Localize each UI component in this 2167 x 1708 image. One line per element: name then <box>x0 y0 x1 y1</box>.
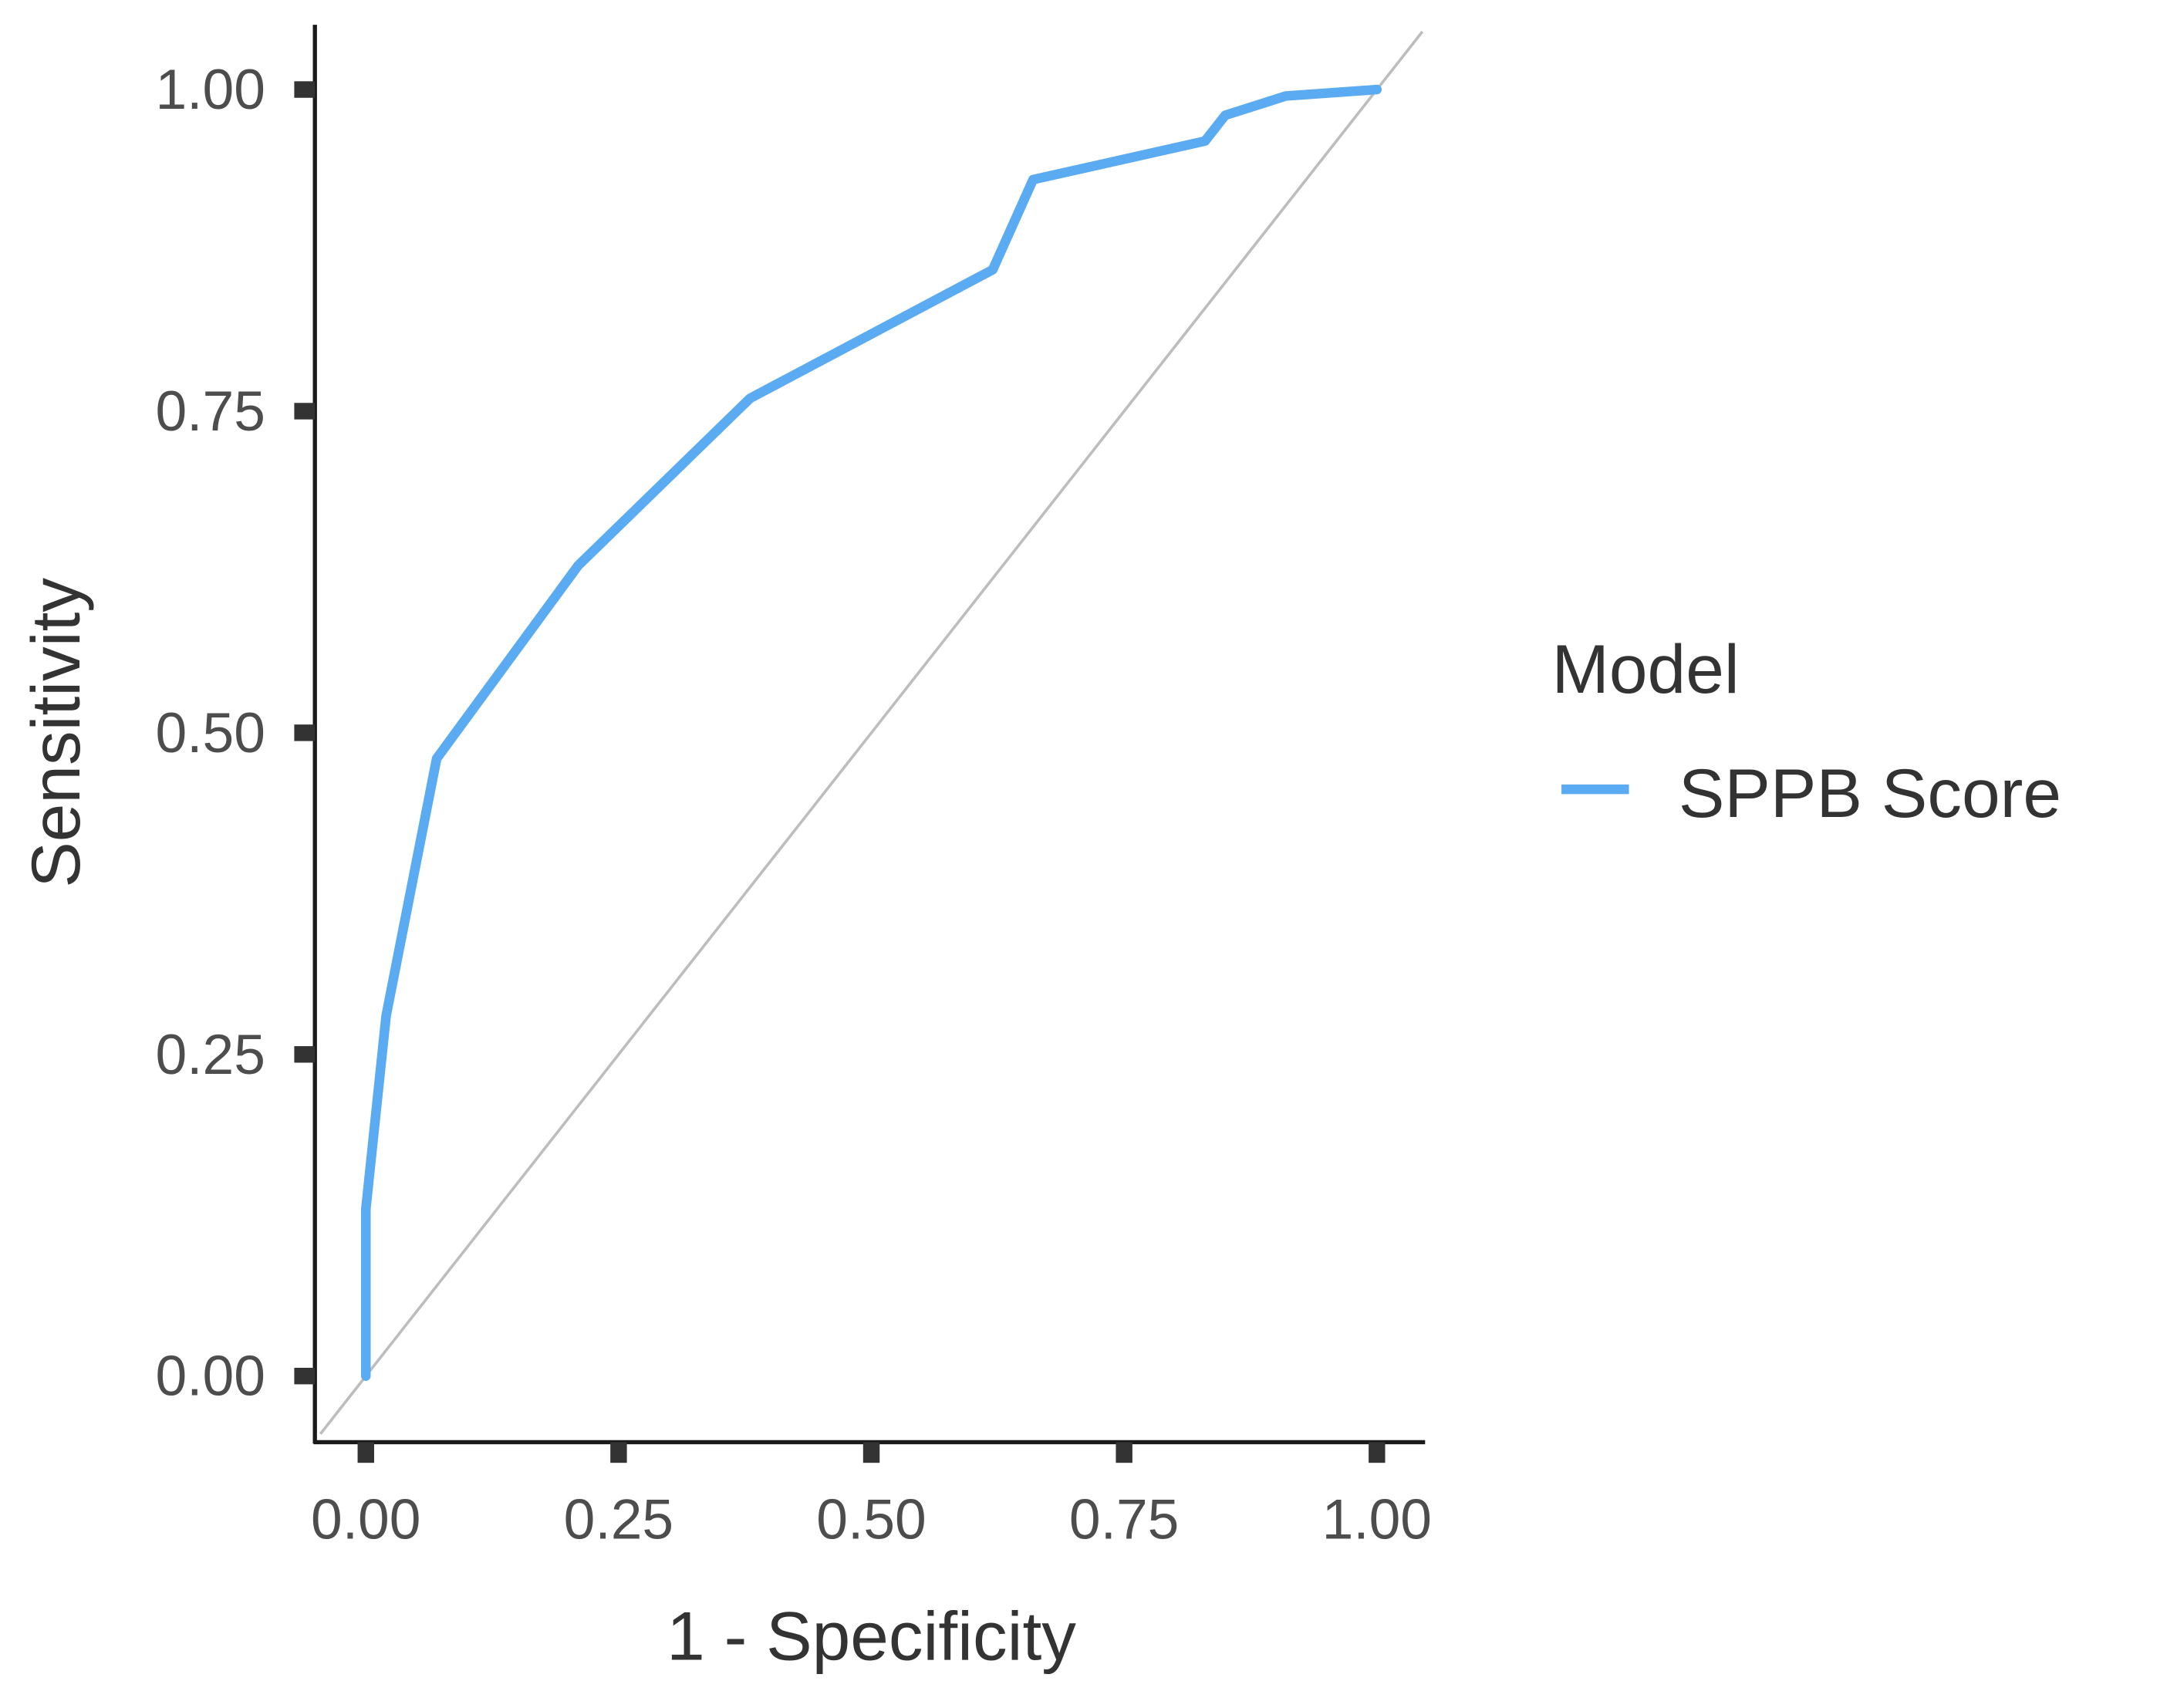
y-tick-mark <box>294 403 316 420</box>
x-tick-label: 0.00 <box>311 1487 420 1551</box>
legend-label-sppb-score: SPPB Score <box>1679 754 2061 832</box>
plot-area <box>319 30 1424 1435</box>
y-tick-mark <box>294 724 316 741</box>
x-tick-mark <box>1369 1442 1386 1463</box>
y-tick-label: 0.00 <box>155 1345 265 1408</box>
x-tick-label: 0.75 <box>1069 1487 1179 1551</box>
x-axis-title: 1 - Specificity <box>667 1598 1076 1675</box>
y-axis-ticks: 0.00 0.25 0.50 0.75 1.00 <box>155 58 316 1408</box>
x-axis-ticks: 0.00 0.25 0.50 0.75 1.00 <box>311 1442 1432 1551</box>
x-tick-label: 0.50 <box>816 1487 926 1551</box>
y-tick-label: 1.00 <box>155 58 265 121</box>
y-axis-title: Sensitivity <box>17 578 94 888</box>
y-tick-mark <box>294 1046 316 1063</box>
x-tick-mark <box>1116 1442 1132 1463</box>
y-tick-label: 0.75 <box>155 380 265 443</box>
x-tick-label: 0.25 <box>564 1487 673 1551</box>
y-tick-label: 0.50 <box>155 701 265 765</box>
roc-curve-sppb-score <box>361 84 1382 1381</box>
x-tick-label: 1.00 <box>1322 1487 1432 1551</box>
y-tick-label: 0.25 <box>155 1023 265 1086</box>
reference-diagonal-line <box>319 30 1424 1435</box>
x-tick-mark <box>862 1442 880 1463</box>
legend-title: Model <box>1552 630 1740 707</box>
y-tick-mark <box>294 1367 316 1385</box>
x-tick-mark <box>357 1442 374 1463</box>
legend: Model SPPB Score <box>1552 630 2061 832</box>
y-tick-mark <box>294 81 316 98</box>
x-tick-mark <box>610 1442 627 1463</box>
